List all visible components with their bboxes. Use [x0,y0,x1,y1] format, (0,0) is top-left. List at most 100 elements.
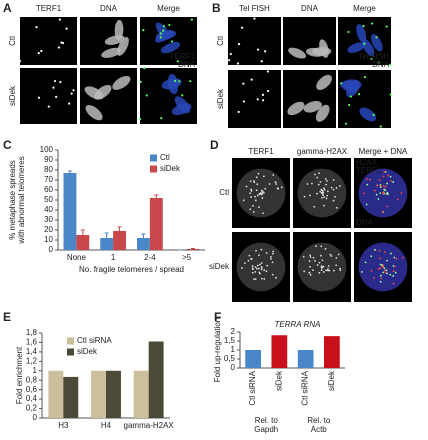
row-label: Ctl [219,188,229,197]
spot [326,269,329,272]
spot [366,183,369,186]
spot [257,267,260,270]
spot [229,52,232,56]
row-label: Ctl [8,36,17,46]
spot [249,192,251,195]
spot [242,199,245,202]
spot [339,267,342,270]
spot [357,93,361,96]
spot [365,203,368,206]
spot [253,278,255,281]
panel-label: E [3,310,11,324]
spot [385,269,388,272]
legend-label: TERF1 [356,166,382,175]
bar [137,238,150,250]
legend-swatch [150,165,157,173]
spot [316,176,319,179]
spot [344,122,348,125]
legend-label: Ctl [160,153,170,162]
spot [384,185,387,188]
spot [385,259,388,262]
bar [100,238,114,250]
spot [309,265,311,268]
chromosome [371,33,383,52]
spot [174,79,177,83]
column-header: DNA [100,4,118,13]
micrograph-content [37,79,75,108]
column-header: Merge [157,4,180,13]
chromosome [303,101,322,113]
spot [139,80,142,84]
x-tick-label: siDek [274,370,283,391]
y-tick-label: 10 [44,235,53,244]
x-axis-label: No. fragile telomeres / spread [79,265,184,274]
spot [326,180,328,182]
spot [267,89,270,93]
spot [384,271,387,274]
chromosome [319,39,329,58]
legend-label: Tel FISH [358,52,389,61]
spot [392,270,395,272]
spot [332,199,335,202]
micrograph-content [236,168,286,218]
spot [47,105,50,108]
spot [315,245,317,248]
spot [360,270,363,273]
spot [261,197,264,199]
spot [327,268,329,270]
spot [395,257,398,260]
x-tick-label: H3 [58,421,69,430]
spot [379,280,382,283]
spot [339,269,342,272]
spot [263,192,265,194]
micrograph-content [297,242,347,292]
micrograph-content [340,75,392,128]
group-label: Rel. to [255,416,279,425]
spot [228,59,231,62]
micrograph-content [228,17,267,65]
spot [264,187,267,190]
spot [373,189,376,192]
y-tick-label: 100 [40,145,54,154]
spot [383,267,386,270]
spot [242,100,245,103]
y-tick-label: 0,5 [224,354,236,363]
bar [63,376,79,418]
spot [256,48,260,51]
bar [148,341,164,418]
group-label: Gapdh [254,425,278,434]
spot [262,175,265,178]
spot [318,261,321,264]
chromosome [161,78,182,90]
spot [178,80,181,83]
spot [260,262,263,264]
spot [321,266,324,269]
spot [382,175,385,178]
panel-label: A [3,1,12,15]
micrograph-content [237,70,270,114]
spot [323,196,326,199]
row-label: siDek [216,88,225,109]
spot [378,249,381,252]
spot [168,23,171,27]
y-tick-label: 40 [44,205,53,214]
spot [18,60,22,63]
y-tick-label: 90 [44,155,53,164]
bar [297,350,314,368]
spot [254,271,257,273]
spot [321,259,324,262]
micrograph-content [84,75,131,121]
micrograph [228,70,281,128]
y-tick-label: 60 [44,185,53,194]
chromosome [346,80,360,98]
micrograph [283,17,336,65]
spot [260,268,263,271]
spot [236,62,240,65]
spot [244,262,246,264]
spot [377,198,380,200]
spot [362,192,365,195]
spot [384,189,387,192]
spot [57,46,61,49]
spot [254,199,257,202]
spot [322,271,325,273]
